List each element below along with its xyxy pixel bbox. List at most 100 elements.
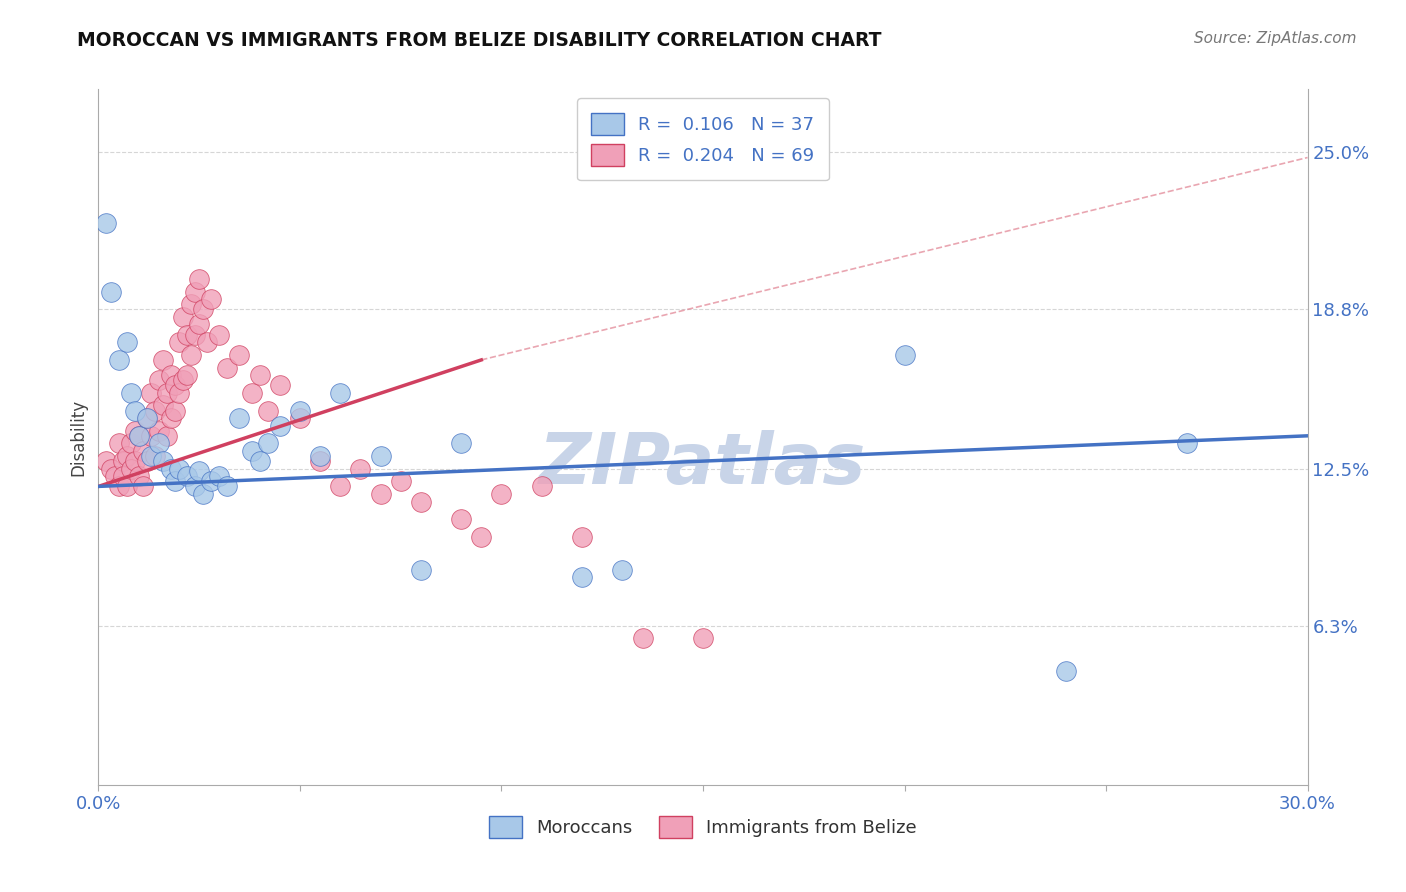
Point <box>1175 436 1198 450</box>
Point <box>172 373 194 387</box>
Point <box>893 348 915 362</box>
Point <box>143 403 166 417</box>
Point <box>148 373 170 387</box>
Point <box>1054 664 1077 678</box>
Point <box>115 449 138 463</box>
Point <box>167 335 190 350</box>
Point <box>470 530 492 544</box>
Point <box>107 436 129 450</box>
Point <box>370 487 392 501</box>
Point <box>240 385 263 400</box>
Point <box>530 479 553 493</box>
Point <box>389 475 412 489</box>
Point <box>176 327 198 342</box>
Point <box>96 454 118 468</box>
Point <box>148 436 170 450</box>
Point <box>120 461 142 475</box>
Text: MOROCCAN VS IMMIGRANTS FROM BELIZE DISABILITY CORRELATION CHART: MOROCCAN VS IMMIGRANTS FROM BELIZE DISAB… <box>77 31 882 50</box>
Point <box>103 469 125 483</box>
Point <box>193 302 215 317</box>
Point <box>571 570 593 584</box>
Point <box>167 385 190 400</box>
Point <box>256 436 278 450</box>
Point <box>115 335 138 350</box>
Point <box>124 403 146 417</box>
Point <box>184 479 207 493</box>
Point <box>156 385 179 400</box>
Point <box>208 327 231 342</box>
Point <box>571 530 593 544</box>
Point <box>184 285 207 299</box>
Point <box>612 563 634 577</box>
Point <box>152 454 174 468</box>
Point <box>309 454 332 468</box>
Y-axis label: Disability: Disability <box>69 399 87 475</box>
Point <box>107 479 129 493</box>
Point <box>120 436 142 450</box>
Point <box>139 449 162 463</box>
Point <box>240 444 263 458</box>
Point <box>188 464 211 478</box>
Point <box>631 631 654 645</box>
Point <box>409 563 432 577</box>
Point <box>100 285 122 299</box>
Point <box>249 454 271 468</box>
Point <box>152 352 174 367</box>
Point <box>309 449 332 463</box>
Point <box>115 479 138 493</box>
Point <box>160 461 183 475</box>
Point <box>200 292 222 306</box>
Point <box>163 378 186 392</box>
Legend: Moroccans, Immigrants from Belize: Moroccans, Immigrants from Belize <box>482 809 924 846</box>
Point <box>128 469 150 483</box>
Point <box>288 411 311 425</box>
Point <box>228 411 250 425</box>
Point <box>329 385 352 400</box>
Text: ZIPatlas: ZIPatlas <box>540 431 866 500</box>
Point <box>450 512 472 526</box>
Point <box>450 436 472 450</box>
Point <box>180 297 202 311</box>
Point <box>160 368 183 383</box>
Text: Source: ZipAtlas.com: Source: ZipAtlas.com <box>1194 31 1357 46</box>
Point <box>139 385 162 400</box>
Point <box>163 475 186 489</box>
Point <box>200 475 222 489</box>
Point <box>329 479 352 493</box>
Point <box>256 403 278 417</box>
Point <box>124 454 146 468</box>
Point <box>128 429 150 443</box>
Point <box>124 424 146 438</box>
Point <box>107 352 129 367</box>
Point <box>120 385 142 400</box>
Point <box>143 449 166 463</box>
Point <box>188 272 211 286</box>
Point <box>139 429 162 443</box>
Point <box>228 348 250 362</box>
Point <box>172 310 194 324</box>
Point <box>184 327 207 342</box>
Point <box>193 487 215 501</box>
Point <box>491 487 513 501</box>
Point <box>188 318 211 332</box>
Point <box>249 368 271 383</box>
Point <box>370 449 392 463</box>
Point <box>152 399 174 413</box>
Point <box>160 411 183 425</box>
Point <box>217 479 239 493</box>
Point <box>132 479 155 493</box>
Point <box>176 469 198 483</box>
Point <box>135 411 157 425</box>
Point <box>288 403 311 417</box>
Point <box>111 454 134 468</box>
Point <box>349 461 371 475</box>
Point <box>692 631 714 645</box>
Point <box>148 424 170 438</box>
Point <box>269 418 291 433</box>
Point <box>132 444 155 458</box>
Point <box>128 429 150 443</box>
Point <box>208 469 231 483</box>
Point <box>135 454 157 468</box>
Point <box>180 348 202 362</box>
Point <box>96 216 118 230</box>
